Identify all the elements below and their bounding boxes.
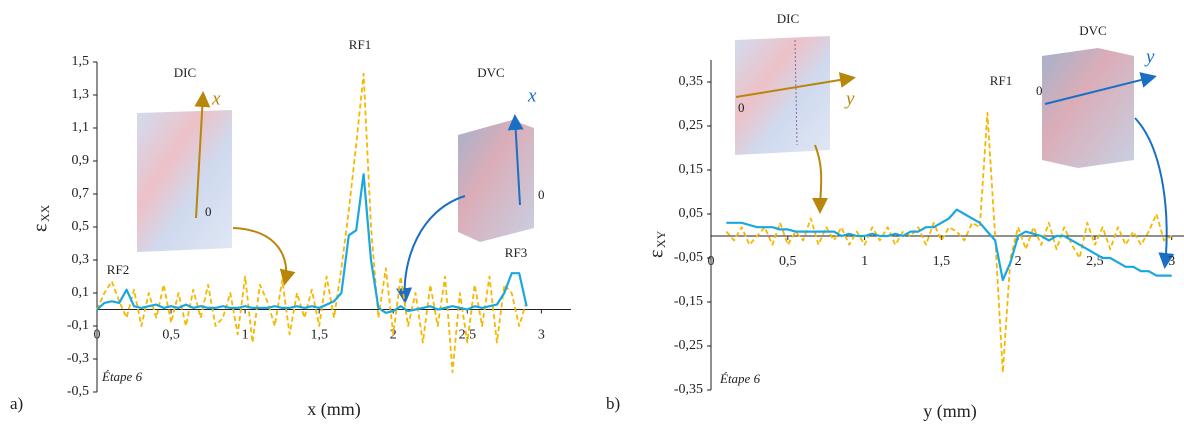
vector-label: x⃗	[527, 85, 551, 106]
x-tick-label: 2,5	[459, 328, 477, 343]
x-axis-label: y (mm)	[923, 401, 977, 422]
panel-label: a)	[10, 394, 23, 413]
x-tick-label: 3	[1168, 254, 1175, 269]
x-tick-label: 0	[94, 328, 101, 343]
annotation: 0	[738, 100, 745, 115]
y-tick-label: -0,35	[674, 382, 703, 397]
y-tick-label: 0,7	[72, 186, 90, 201]
annotation: Étape 6	[719, 371, 761, 386]
annotation: RF2	[107, 262, 129, 277]
annotation: 0	[205, 204, 212, 219]
y-tick-label: 1,5	[72, 54, 90, 69]
y-tick-label: 0,3	[72, 252, 90, 267]
annotation: RF1	[349, 37, 371, 52]
annotation: DIC	[174, 65, 196, 80]
y-label-subscript: XY	[654, 230, 668, 248]
x-tick-label: 2	[1015, 254, 1022, 269]
panel-label: b)	[606, 394, 620, 413]
y-tick-label: 0,5	[72, 219, 90, 234]
annotation: DIC	[777, 11, 799, 26]
y-tick-label: -0,1	[67, 318, 89, 333]
annotation: 0	[538, 187, 545, 202]
vector-label: y⃗	[1144, 46, 1169, 67]
y-tick-label: 0,9	[72, 153, 90, 168]
y-tick-label: 0,35	[679, 74, 704, 89]
vector-label: y⃗	[844, 88, 869, 109]
y-tick-label: -0,25	[674, 338, 703, 353]
y-tick-label: -0,5	[67, 384, 89, 399]
x-axis-label: x (mm)	[307, 399, 361, 420]
y-tick-label: 0,1	[72, 285, 90, 300]
vector-label: x⃗	[211, 88, 235, 109]
y-tick-label: -0,3	[67, 351, 89, 366]
x-tick-label: 3	[538, 328, 545, 343]
inset-images	[137, 36, 1175, 304]
y-tick-label: 1,3	[72, 87, 90, 102]
annotation: RF1	[990, 73, 1012, 88]
x-tick-label: 2,5	[1086, 254, 1104, 269]
annotation: RF3	[505, 245, 527, 260]
annotation: DVC	[1079, 23, 1106, 38]
annotation: DVC	[477, 65, 504, 80]
x-tick-label: 1,5	[933, 254, 951, 269]
x-tick-label: 0,5	[779, 254, 797, 269]
y-axis-label: ε XX	[30, 204, 52, 232]
data-line	[96, 173, 528, 314]
y-tick-label: 1,1	[72, 120, 90, 135]
annotation: Étape 6	[101, 369, 143, 384]
annotation: 0	[1036, 83, 1043, 98]
y-tick-label: 0,25	[679, 118, 704, 133]
data-line	[726, 208, 1172, 282]
x-tick-label: 1,5	[310, 328, 328, 343]
data-line	[96, 72, 528, 374]
y-tick-label: 0,05	[679, 206, 704, 221]
x-tick-label: 1	[861, 254, 868, 269]
y-label-subscript: XX	[38, 204, 52, 222]
y-axis-label: ε XY	[646, 230, 668, 258]
x-tick-label: 2	[390, 328, 397, 343]
y-label-symbol: ε	[646, 250, 668, 258]
y-label-symbol: ε	[30, 224, 52, 232]
y-tick-label: -0,15	[674, 294, 703, 309]
x-tick-label: 0,5	[162, 328, 180, 343]
x-tick-label: 1	[242, 328, 249, 343]
data-line	[725, 111, 1173, 374]
y-tick-label: 0,15	[679, 162, 704, 177]
x-tick-label: 0	[708, 254, 715, 269]
y-tick-label: -0,05	[674, 250, 703, 265]
